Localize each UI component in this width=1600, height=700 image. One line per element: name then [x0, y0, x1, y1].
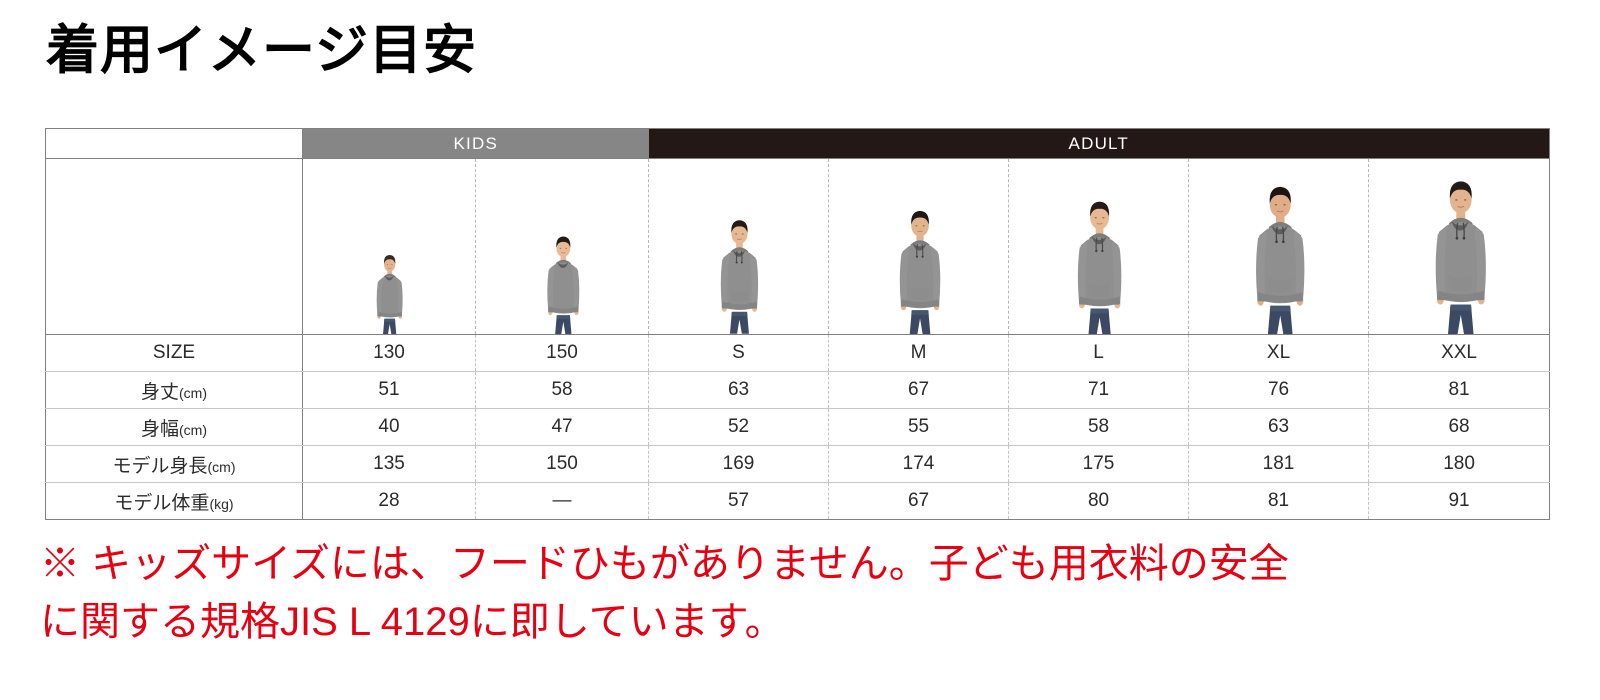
table-row: SIZE 130 150 S M L XL XXL [45, 334, 1551, 372]
cell-size-s: S [648, 334, 830, 372]
row-label-model-weight: モデル体重(kg) [45, 482, 303, 520]
table-row: モデル体重(kg) 28 — 57 67 80 81 91 [45, 482, 1551, 520]
cell-model-weight-150: — [475, 482, 650, 520]
model-image-row [45, 158, 1551, 335]
cell-body-width-xxl: 68 [1368, 408, 1551, 446]
cell-model-weight-xxl: 91 [1368, 482, 1551, 520]
cell-body-length-150: 58 [475, 371, 650, 409]
model-figure-m [899, 210, 940, 334]
cell-model-height-150: 150 [475, 445, 650, 483]
cell-body-width-130: 40 [302, 408, 476, 446]
cell-model-height-s: 169 [648, 445, 830, 483]
model-figure-s [720, 220, 759, 334]
model-cell-m [828, 158, 1010, 335]
cell-model-height-130: 135 [302, 445, 476, 483]
category-header-row: KIDS ADULT [45, 128, 1551, 159]
model-cell-s [648, 158, 830, 335]
row-label-unit: (cm) [207, 458, 236, 475]
kids-safety-note: ※ キッズサイズには、フードひもがありません。子ども用衣料の安全 に関する規格J… [40, 535, 1560, 651]
cell-model-weight-xl: 81 [1188, 482, 1370, 520]
row-label-text: モデル体重 [114, 492, 210, 514]
row-label-text: SIZE [152, 342, 196, 363]
cell-body-width-l: 58 [1008, 408, 1190, 446]
cell-body-width-150: 47 [475, 408, 650, 446]
row-label-body-width: 身幅(cm) [45, 408, 303, 446]
row-label-size: SIZE [45, 334, 303, 372]
size-table: KIDS ADULT [45, 128, 1551, 520]
model-cell-xl [1188, 158, 1370, 335]
row-label-text: 身幅 [140, 418, 179, 440]
cell-body-width-xl: 63 [1188, 408, 1370, 446]
model-row-label-cell [45, 158, 303, 335]
cell-body-length-l: 71 [1008, 371, 1190, 409]
model-cell-130 [302, 158, 476, 335]
cell-model-height-l: 175 [1008, 445, 1190, 483]
category-blank-cell [45, 128, 303, 159]
model-cell-xxl [1368, 158, 1551, 335]
cell-model-weight-130: 28 [302, 482, 476, 520]
table-row: 身丈(cm) 51 58 63 67 71 76 81 [45, 371, 1551, 409]
cell-body-length-130: 51 [302, 371, 476, 409]
cell-size-150: 150 [475, 334, 650, 372]
note-line-1: ※ キッズサイズには、フードひもがありません。子ども用衣料の安全 [40, 542, 1289, 586]
category-adult: ADULT [648, 128, 1551, 159]
cell-model-weight-s: 57 [648, 482, 830, 520]
row-label-unit: (kg) [209, 495, 234, 512]
cell-body-length-m: 67 [828, 371, 1010, 409]
row-label-model-height: モデル身長(cm) [45, 445, 303, 483]
cell-body-length-s: 63 [648, 371, 830, 409]
cell-model-height-xl: 181 [1188, 445, 1370, 483]
cell-body-length-xxl: 81 [1368, 371, 1551, 409]
model-figure-150 [546, 236, 579, 334]
note-line-2: に関する規格JIS L 4129に即しています。 [40, 600, 785, 644]
cell-size-m: M [828, 334, 1010, 372]
category-kids: KIDS [302, 128, 649, 159]
cell-body-length-xl: 76 [1188, 371, 1370, 409]
cell-size-xxl: XXL [1368, 334, 1551, 372]
model-figure-130 [376, 254, 403, 334]
model-figure-l [1077, 201, 1122, 334]
model-figure-xxl [1435, 181, 1486, 334]
cell-size-xl: XL [1188, 334, 1370, 372]
model-cell-150 [475, 158, 650, 335]
cell-size-130: 130 [302, 334, 476, 372]
row-label-unit: (cm) [179, 421, 207, 438]
cell-model-weight-m: 67 [828, 482, 1010, 520]
cell-model-height-xxl: 180 [1368, 445, 1551, 483]
model-cell-l [1008, 158, 1190, 335]
table-row: 身幅(cm) 40 47 52 55 58 63 68 [45, 408, 1551, 446]
row-label-text: モデル身長 [112, 455, 208, 477]
cell-body-width-m: 55 [828, 408, 1010, 446]
row-label-unit: (cm) [179, 384, 207, 401]
table-row: モデル身長(cm) 135 150 169 174 175 181 180 [45, 445, 1551, 483]
cell-body-width-s: 52 [648, 408, 830, 446]
row-label-text: 身丈 [140, 381, 179, 403]
cell-model-weight-l: 80 [1008, 482, 1190, 520]
page-title: 着用イメージ目安 [46, 21, 477, 80]
model-figure-xl [1255, 186, 1304, 334]
cell-size-l: L [1008, 334, 1190, 372]
cell-model-height-m: 174 [828, 445, 1010, 483]
row-label-body-length: 身丈(cm) [45, 371, 303, 409]
